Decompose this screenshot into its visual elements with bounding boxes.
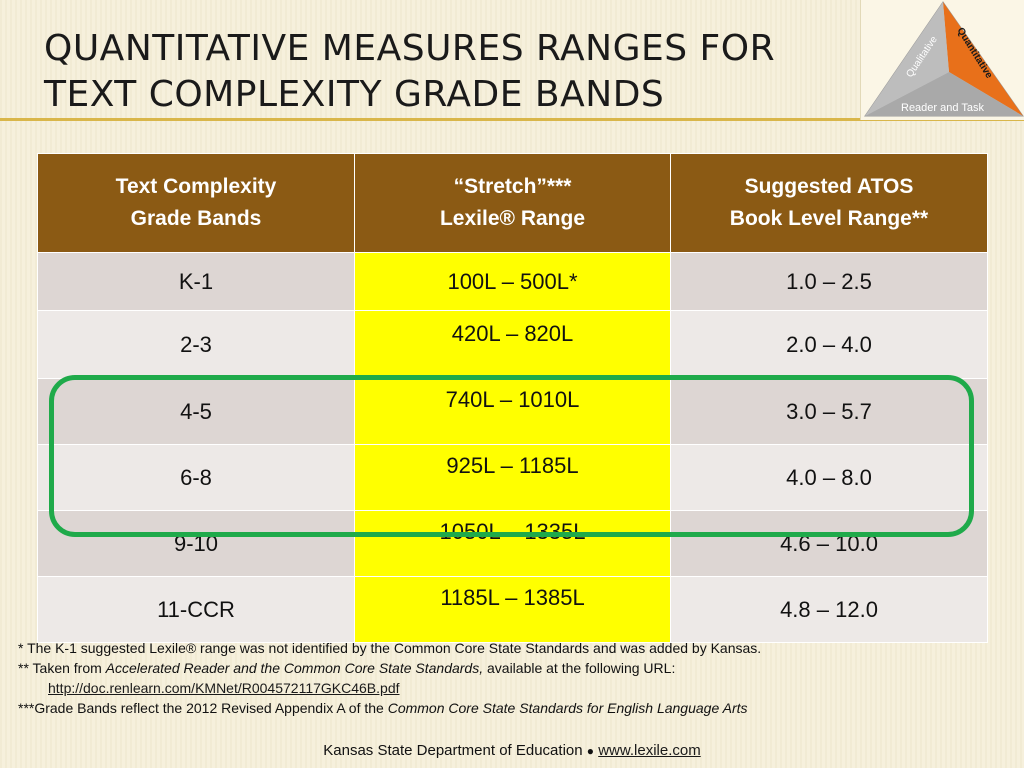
- page-title: QUANTITATIVE MEASURES RANGES FOR TEXT CO…: [44, 26, 844, 118]
- title-underline: [0, 118, 1024, 121]
- triangle-icon: Qualitative Quantitative Reader and Task: [864, 1, 1024, 117]
- bullet-separator: ●: [586, 744, 595, 758]
- table-row: 4-5 740L – 1010L 3.0 – 5.7: [37, 378, 988, 445]
- lexile-link[interactable]: www.lexile.com: [598, 742, 701, 759]
- title-line-2: TEXT COMPLEXITY GRADE BANDS: [44, 74, 665, 115]
- footer-org: Kansas State Department of Education: [323, 742, 583, 759]
- table-row: 2-3 420L – 820L 2.0 – 4.0: [37, 310, 988, 379]
- atos-cell: 4.8 – 12.0: [670, 576, 988, 643]
- table-row: K-1 100L – 500L* 1.0 – 2.5: [37, 252, 988, 311]
- renlearn-link[interactable]: http://doc.renlearn.com/KMNet/R004572117…: [48, 680, 400, 696]
- title-line-1: QUANTITATIVE MEASURES RANGES FOR: [44, 28, 776, 69]
- text-complexity-triangle-logo: Qualitative Quantitative Reader and Task: [860, 0, 1024, 120]
- footnote-grade-bands: ***Grade Bands reflect the 2012 Revised …: [18, 700, 748, 716]
- footnotes: * The K-1 suggested Lexile® range was no…: [18, 638, 1018, 718]
- atos-cell: 1.0 – 2.5: [670, 252, 988, 311]
- header-grade-bands: Text Complexity Grade Bands: [37, 153, 355, 253]
- table-row: 9-10 1050L – 1335L 4.6 – 10.0: [37, 510, 988, 577]
- table-row: 11-CCR 1185L – 1385L 4.8 – 12.0: [37, 576, 988, 643]
- atos-cell: 4.6 – 10.0: [670, 510, 988, 577]
- reader-task-label: Reader and Task: [901, 102, 984, 114]
- footnote-k1: * The K-1 suggested Lexile® range was no…: [18, 640, 762, 656]
- footnote-atos: ** Taken from Accelerated Reader and the…: [18, 660, 676, 676]
- lexile-cell: 420L – 820L: [354, 310, 671, 379]
- grade-band-table: Text Complexity Grade Bands “Stretch”*** L…: [37, 153, 988, 643]
- table-row: 6-8 925L – 1185L 4.0 – 8.0: [37, 444, 988, 511]
- lexile-cell: 925L – 1185L: [354, 444, 671, 511]
- table-header-row: Text Complexity Grade Bands “Stretch”*** L…: [37, 153, 988, 253]
- footnote-url-line: http://doc.renlearn.com/KMNet/R004572117…: [18, 678, 1018, 698]
- atos-cell: 3.0 – 5.7: [670, 378, 988, 445]
- lexile-cell: 100L – 500L*: [354, 252, 671, 311]
- grade-band-cell: 2-3: [37, 310, 355, 379]
- grade-band-cell: 6-8: [37, 444, 355, 511]
- grade-band-cell: 9-10: [37, 510, 355, 577]
- grade-band-cell: 4-5: [37, 378, 355, 445]
- header-atos-range: Suggested ATOS Book Level Range**: [670, 153, 988, 253]
- lexile-cell: 1050L – 1335L: [354, 510, 671, 577]
- atos-cell: 4.0 – 8.0: [670, 444, 988, 511]
- footer: Kansas State Department of Education ● w…: [0, 742, 1024, 759]
- grade-band-cell: 11-CCR: [37, 576, 355, 643]
- grade-band-cell: K-1: [37, 252, 355, 311]
- lexile-cell: 1185L – 1385L: [354, 576, 671, 643]
- lexile-cell: 740L – 1010L: [354, 378, 671, 445]
- header-lexile-range: “Stretch”*** Lexile® Range: [354, 153, 671, 253]
- atos-cell: 2.0 – 4.0: [670, 310, 988, 379]
